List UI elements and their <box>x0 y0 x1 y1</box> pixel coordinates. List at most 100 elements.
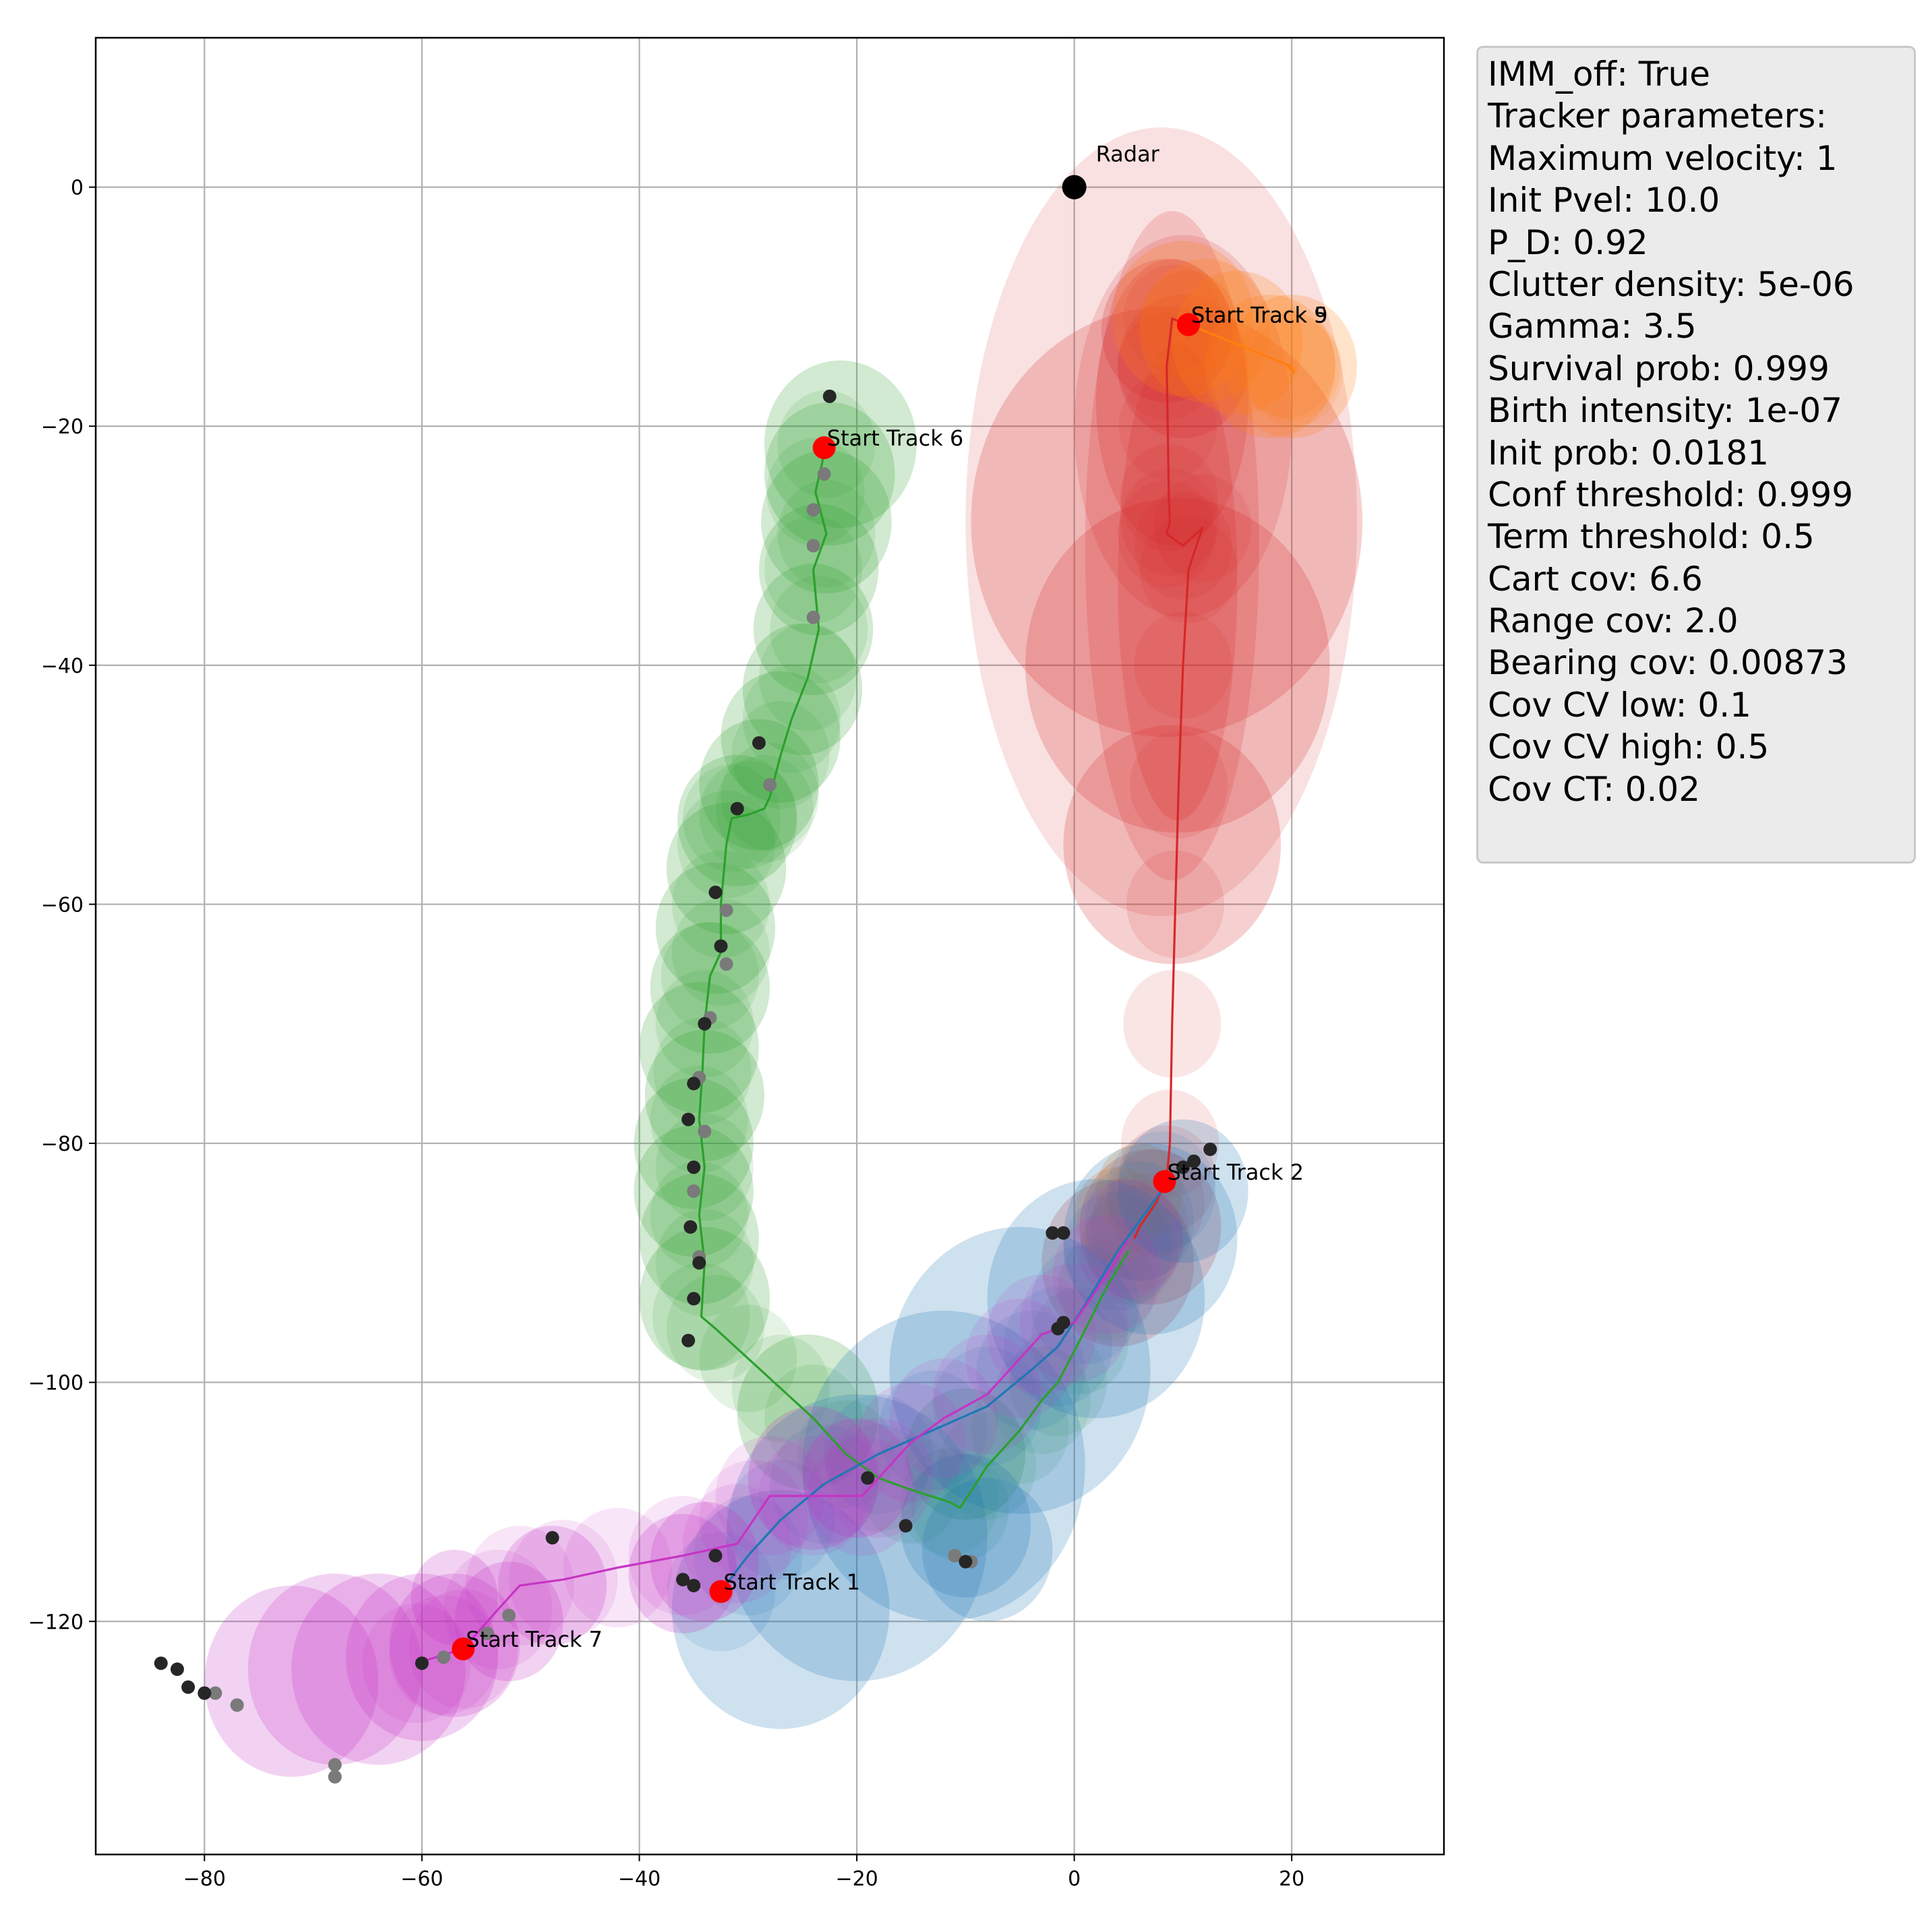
detection-point <box>763 778 777 792</box>
covariance-ellipse <box>1074 1167 1161 1263</box>
x-tick-label: −20 <box>835 1867 878 1891</box>
y-tick-label: −40 <box>41 655 84 678</box>
detections <box>154 389 1217 1784</box>
detection-point <box>545 1531 560 1545</box>
detection-point <box>959 1554 973 1569</box>
covariance-ellipse <box>965 127 1357 917</box>
covariance-ellipse <box>721 671 841 803</box>
covariance-ellipse <box>1118 295 1248 438</box>
covariance-ellipse <box>666 802 787 934</box>
covariance-ellipse <box>644 1029 764 1161</box>
x-tick-label: −60 <box>400 1867 443 1891</box>
covariance-ellipse <box>753 564 874 696</box>
x-tick-label: −80 <box>183 1867 226 1891</box>
detection-point <box>822 389 837 403</box>
y-tick-label: 0 <box>71 177 84 200</box>
track-line <box>720 1190 1162 1592</box>
covariance-ellipse <box>761 450 892 594</box>
detection-point <box>415 1656 429 1670</box>
detection-point <box>1187 1154 1201 1168</box>
parameter-line: Init Pvel: 10.0 <box>1488 181 1720 220</box>
markers: Radar Start Track 1 Start Track 2 Start Tra… <box>452 142 1328 1661</box>
parameter-line: Term threshold: 0.5 <box>1488 517 1815 557</box>
track-start-label: Start Track 5 <box>1191 303 1328 328</box>
detection-point <box>437 1650 451 1664</box>
covariance-ellipse <box>905 1388 1026 1520</box>
covariance-ellipse <box>411 1549 498 1646</box>
covariance-ellipse <box>1118 342 1238 821</box>
grid <box>96 38 1444 1854</box>
covariance-ellipse <box>764 360 917 528</box>
detection-point <box>1046 1226 1060 1240</box>
detection-point <box>1203 1142 1217 1156</box>
detection-point <box>682 1333 696 1348</box>
detection-point <box>698 1124 712 1139</box>
detection-point <box>687 1184 701 1198</box>
track-line <box>1188 324 1295 373</box>
track-start-label: Start Track 2 <box>1167 1159 1304 1185</box>
covariance-ellipse <box>639 1227 770 1370</box>
covariance-ellipse <box>1101 259 1232 402</box>
covariance-ellipse <box>655 862 776 994</box>
parameter-line: Gamma: 3.5 <box>1488 307 1697 346</box>
detection-point <box>1056 1226 1070 1240</box>
covariance-ellipse <box>1025 497 1330 833</box>
covariance-ellipse <box>1063 725 1281 965</box>
detection-point <box>687 1160 701 1174</box>
detection-point <box>675 1573 690 1587</box>
covariance-ellipse <box>639 1173 759 1305</box>
detection-point <box>328 1770 342 1784</box>
covariance-ellipse <box>497 1526 607 1646</box>
parameter-line: Survival prob: 0.999 <box>1488 349 1830 388</box>
covariance-ellipse <box>971 306 1363 737</box>
detection-point <box>806 539 820 553</box>
covariance-ellipse <box>802 1310 1085 1622</box>
detection-point <box>899 1519 913 1533</box>
covariance-ellipse <box>748 1406 879 1550</box>
covariance-ellipse <box>639 982 759 1114</box>
covariance-ellipse <box>889 1227 1151 1514</box>
detection-point <box>730 802 744 816</box>
plot-frame <box>94 36 1445 1856</box>
parameter-line: Conf threshold: 0.999 <box>1488 475 1854 514</box>
detection-point <box>714 939 728 953</box>
covariance-ellipse <box>1095 259 1248 546</box>
detection-point <box>817 467 831 481</box>
detection-point <box>198 1686 212 1700</box>
track-start-marker <box>1176 313 1200 336</box>
covariance-ellipse <box>671 1490 890 1729</box>
detection-point <box>708 1548 723 1563</box>
covariance-ellipse <box>1205 295 1335 438</box>
radar-marker <box>1062 175 1087 200</box>
detection-point <box>1051 1321 1065 1335</box>
covariance-ellipse <box>802 1418 911 1538</box>
detection-point <box>698 1017 712 1031</box>
parameter-line: Range cov: 2.0 <box>1488 601 1739 641</box>
covariance-ellipse <box>987 1179 1205 1418</box>
detection-point <box>719 957 733 971</box>
detection-point <box>682 1112 696 1126</box>
parameter-line: Maximum velocity: 1 <box>1488 138 1838 178</box>
y-tick-label: −60 <box>41 893 84 917</box>
covariance-ellipse <box>1042 1179 1195 1347</box>
track-start-label: Start Track 6 <box>827 425 964 451</box>
x-tick-label: −40 <box>618 1867 661 1891</box>
detection-point <box>948 1548 962 1563</box>
detection-point <box>328 1758 342 1772</box>
covariance-ellipse <box>699 719 819 851</box>
covariance-ellipse <box>650 922 770 1054</box>
parameter-legend: IMM_off: True Tracker parameters: Maximum … <box>1476 46 1916 864</box>
track-start-marker <box>812 436 836 460</box>
track-start-label: Start Track 9 <box>1191 303 1328 328</box>
parameter-line: Init prob: 0.0181 <box>1488 433 1770 473</box>
track-start-marker <box>709 1579 733 1603</box>
track-start-marker <box>452 1637 475 1661</box>
track-line <box>416 1238 1130 1664</box>
y-tick-label: −80 <box>41 1133 84 1156</box>
covariance-ellipse <box>634 1077 754 1209</box>
detection-point <box>684 1220 698 1234</box>
parameter-line: P_D: 0.92 <box>1488 222 1648 262</box>
detection-point <box>154 1656 168 1670</box>
covariance-ellipse <box>900 1454 1031 1598</box>
y-tick-label: −20 <box>41 415 84 439</box>
